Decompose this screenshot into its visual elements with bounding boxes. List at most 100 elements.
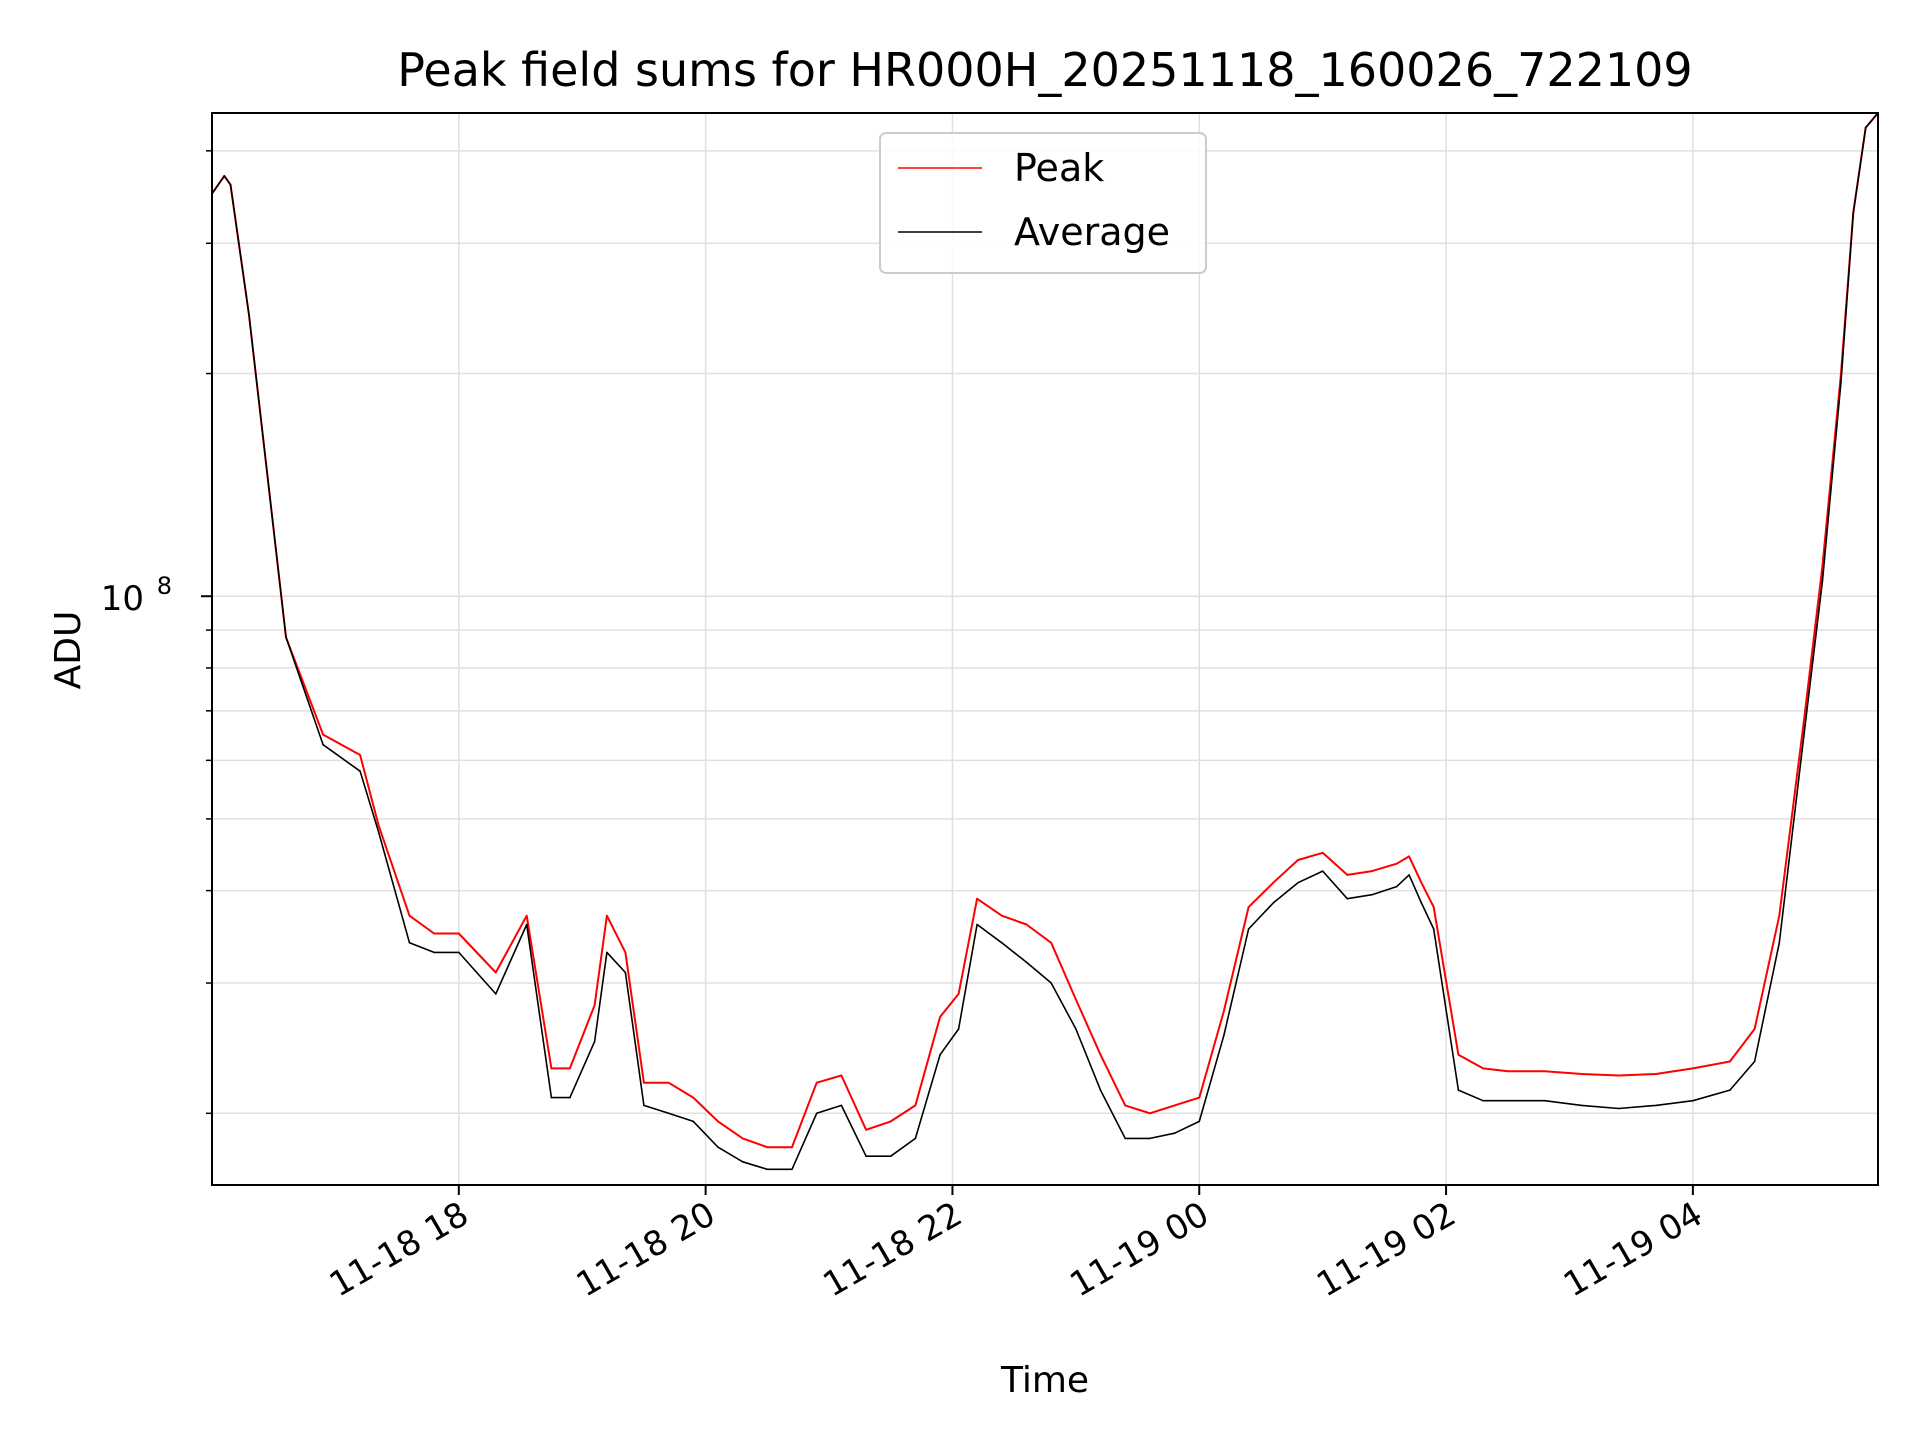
data-point-peak: [741, 1137, 744, 1140]
data-point-average: [1729, 1089, 1731, 1091]
data-point-average: [717, 1146, 719, 1148]
data-point-average: [1223, 1034, 1225, 1037]
data-point-peak: [1544, 1070, 1546, 1072]
data-point-average: [1618, 1107, 1620, 1110]
data-point-average: [593, 1040, 596, 1043]
data-point-peak: [1124, 1104, 1126, 1107]
data-point-average: [1272, 902, 1275, 904]
data-point-average: [976, 923, 978, 926]
data-point-average: [1099, 1089, 1102, 1091]
data-point-average: [229, 183, 232, 186]
data-point-peak: [1618, 1074, 1620, 1077]
data-point-peak: [1692, 1067, 1694, 1070]
data-point-average: [1198, 1120, 1201, 1123]
data-point-average: [1803, 733, 1805, 736]
data-point-peak: [1420, 881, 1423, 884]
data-point-peak: [815, 1081, 818, 1084]
data-point-peak: [1507, 1070, 1509, 1072]
data-point-peak: [889, 1120, 892, 1123]
data-point-peak: [1025, 923, 1028, 926]
data-point-average: [624, 971, 627, 974]
data-point-average: [1420, 902, 1423, 904]
data-point-average: [1544, 1099, 1546, 1102]
data-point-peak: [525, 914, 528, 917]
data-point-average: [865, 1155, 867, 1157]
data-point-peak: [1173, 1104, 1176, 1107]
data-point-average: [433, 951, 435, 954]
data-point-average: [408, 942, 411, 944]
data-point-average: [1778, 942, 1781, 944]
data-point-peak: [1655, 1073, 1657, 1075]
data-point-average: [1346, 897, 1349, 900]
data-point-peak: [1321, 852, 1324, 854]
x-axis-label: Time: [1000, 1360, 1089, 1401]
legend: Peak Average: [879, 132, 1207, 274]
data-point-average: [248, 314, 250, 316]
data-point-average: [1840, 380, 1842, 383]
grid-lines: [212, 113, 1878, 1185]
data-point-average: [1482, 1099, 1484, 1102]
data-point-average: [1692, 1099, 1694, 1102]
data-point-peak: [692, 1096, 695, 1099]
data-point-average: [791, 1168, 793, 1171]
data-point-peak: [1050, 942, 1052, 944]
data-point-peak: [606, 914, 608, 917]
data-point-average: [569, 1096, 571, 1099]
data-point-average: [1581, 1104, 1583, 1107]
data-point-average: [1852, 211, 1855, 214]
data-point-peak: [433, 932, 435, 935]
data-point-average: [1432, 928, 1435, 930]
data-point-peak: [1099, 1053, 1102, 1056]
data-point-peak: [957, 993, 960, 995]
data-point-average: [1321, 870, 1324, 872]
y-axis-label: ADU: [48, 611, 89, 690]
data-point-peak: [1803, 719, 1805, 721]
chart-title: Peak field sums for HR000H_20251118_1600…: [397, 43, 1692, 97]
data-point-peak: [377, 824, 380, 827]
data-point-peak: [1247, 906, 1250, 908]
data-point-peak: [458, 932, 460, 935]
data-point-average: [1655, 1104, 1657, 1107]
data-point-peak: [322, 733, 324, 736]
data-point-peak: [1297, 859, 1299, 861]
data-point-average: [1247, 928, 1250, 930]
data-point-peak: [1395, 862, 1398, 865]
axes-frame: [211, 112, 1879, 1186]
data-point-peak: [1149, 1112, 1151, 1115]
data-point-average: [1075, 1028, 1077, 1030]
data-point-peak: [408, 914, 411, 917]
y-tick-label: 10: [101, 579, 144, 619]
data-point-peak: [840, 1074, 843, 1077]
data-point-peak: [976, 897, 978, 900]
data-point-peak: [1371, 870, 1373, 872]
legend-label-average: Average: [1014, 210, 1170, 254]
data-point-average: [359, 770, 361, 772]
data-point-peak: [1198, 1096, 1201, 1099]
data-point-average: [322, 743, 324, 746]
legend-label-peak: Peak: [1014, 146, 1104, 190]
data-point-peak: [1821, 564, 1824, 567]
data-point-peak: [1432, 906, 1435, 908]
data-point-peak: [1272, 881, 1275, 884]
data-point-average: [692, 1120, 695, 1123]
data-point-peak: [1778, 914, 1781, 917]
data-point-peak: [624, 951, 627, 954]
data-point-peak: [1753, 1028, 1756, 1030]
data-point-peak: [1223, 1010, 1225, 1012]
data-point-average: [223, 175, 226, 177]
data-point-average: [1001, 942, 1003, 944]
data-point-average: [741, 1161, 744, 1163]
data-point-peak: [1457, 1053, 1460, 1056]
data-point-average: [914, 1137, 917, 1140]
data-point-peak: [569, 1067, 571, 1070]
data-point-average: [1864, 126, 1867, 129]
data-point-peak: [717, 1120, 719, 1123]
data-point-peak: [1581, 1073, 1583, 1075]
data-point-peak: [914, 1104, 917, 1107]
data-point-average: [1050, 982, 1052, 984]
data-point-average: [606, 951, 608, 954]
data-point-average: [815, 1112, 818, 1115]
data-point-peak: [1346, 874, 1349, 876]
